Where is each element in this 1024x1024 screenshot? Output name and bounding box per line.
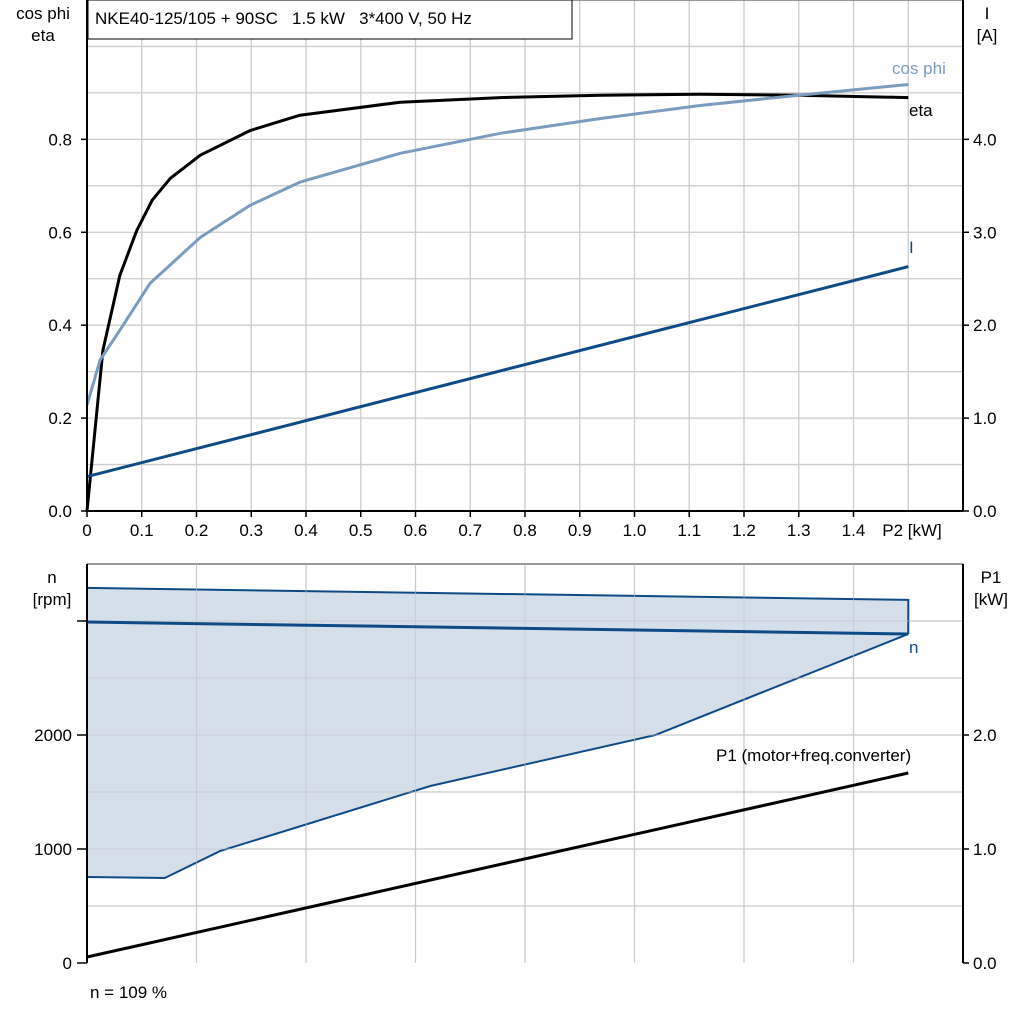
y-left-tick-label: 0.0	[48, 502, 72, 521]
y-right-tick-label: 2.0	[973, 316, 997, 335]
y-left-label-eta: eta	[31, 26, 55, 45]
y-right-tick-label: 1.0	[973, 840, 997, 859]
y-right-tick-label: 4.0	[973, 130, 997, 149]
y-left-tick-label: 0.4	[48, 316, 72, 335]
x-tick-label: 0	[82, 521, 91, 540]
speed-footer: n = 109 %	[90, 983, 167, 1002]
y-right-tick-label: 3.0	[973, 223, 997, 242]
x-tick-label: 0.3	[239, 521, 263, 540]
y-left-tick-label: 0.6	[48, 223, 72, 242]
title-box	[87, 0, 573, 40]
x-tick-label: 0.6	[404, 521, 428, 540]
y-right-label-p1: P1	[981, 568, 1002, 587]
y-left-tick-label: 0.8	[48, 130, 72, 149]
x-tick-label: 1.0	[623, 521, 647, 540]
y-left-label-unit: [rpm]	[33, 590, 72, 609]
series-line-p1	[86, 771, 909, 959]
y-right-tick-label: 1.0	[973, 409, 997, 428]
y-right-tick-label: 0.0	[973, 502, 997, 521]
series-label-n: n	[909, 638, 918, 657]
speed-range-lower-edge	[86, 633, 909, 880]
x-tick-label: 0.7	[458, 521, 482, 540]
x-tick-label: 0.9	[568, 521, 592, 540]
y-right-label-unit: [kW]	[974, 590, 1008, 609]
series-label-eta: eta	[909, 101, 933, 120]
y-left-tick-label: 1000	[34, 840, 72, 859]
x-tick-label: 1.2	[732, 521, 756, 540]
y-right-tick-label: 0.0	[973, 954, 997, 973]
series-label-p1: P1 (motor+freq.converter)	[716, 746, 911, 765]
y-right-tick-label: 2.0	[973, 726, 997, 745]
y-left-tick-label: 0.2	[48, 409, 72, 428]
x-axis-label: P2 [kW]	[882, 521, 942, 540]
y-right-label-i: I	[985, 4, 990, 23]
y-left-label-n: n	[47, 568, 56, 587]
x-tick-label: 0.8	[513, 521, 537, 540]
series-line-eta	[85, 92, 909, 512]
y-left-label-cos-phi: cos phi	[16, 4, 70, 23]
y-left-tick-label: 0	[63, 954, 72, 973]
x-tick-label: 0.2	[185, 521, 209, 540]
x-tick-label: 1.1	[677, 521, 701, 540]
series-line-n	[86, 620, 909, 636]
x-tick-label: 1.3	[787, 521, 811, 540]
series-line-I	[86, 265, 909, 479]
y-right-label-unit: [A]	[977, 26, 998, 45]
x-tick-label: 0.4	[294, 521, 318, 540]
speed-range-band	[87, 587, 909, 878]
series-line-cos-phi	[85, 83, 909, 406]
y-left-tick-label: 2000	[34, 726, 72, 745]
x-tick-label: 1.4	[842, 521, 866, 540]
x-tick-label: 0.5	[349, 521, 373, 540]
x-tick-label: 0.1	[130, 521, 154, 540]
chart-title: NKE40-125/105 + 90SC 1.5 kW 3*400 V, 50 …	[95, 9, 472, 28]
speed-range-upper-edge	[86, 586, 910, 634]
series-label-i: I	[909, 238, 914, 257]
series-label-cos-phi: cos phi	[892, 59, 946, 78]
